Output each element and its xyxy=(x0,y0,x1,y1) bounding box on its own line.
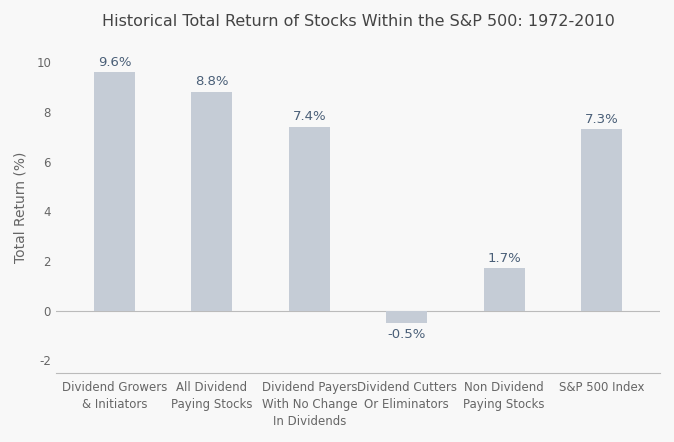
Text: 1.7%: 1.7% xyxy=(487,252,521,265)
Bar xyxy=(289,127,330,311)
Title: Historical Total Return of Stocks Within the S&P 500: 1972-2010: Historical Total Return of Stocks Within… xyxy=(102,14,615,29)
Text: 7.4%: 7.4% xyxy=(293,110,326,123)
Text: -0.5%: -0.5% xyxy=(388,328,426,341)
Text: 9.6%: 9.6% xyxy=(98,56,131,69)
Bar xyxy=(94,72,135,311)
Bar xyxy=(581,130,622,311)
Text: 8.8%: 8.8% xyxy=(195,76,228,88)
Bar xyxy=(386,311,427,323)
Y-axis label: Total Return (%): Total Return (%) xyxy=(14,152,28,263)
Bar xyxy=(191,92,233,311)
Text: 7.3%: 7.3% xyxy=(585,113,619,126)
Bar xyxy=(484,268,524,311)
